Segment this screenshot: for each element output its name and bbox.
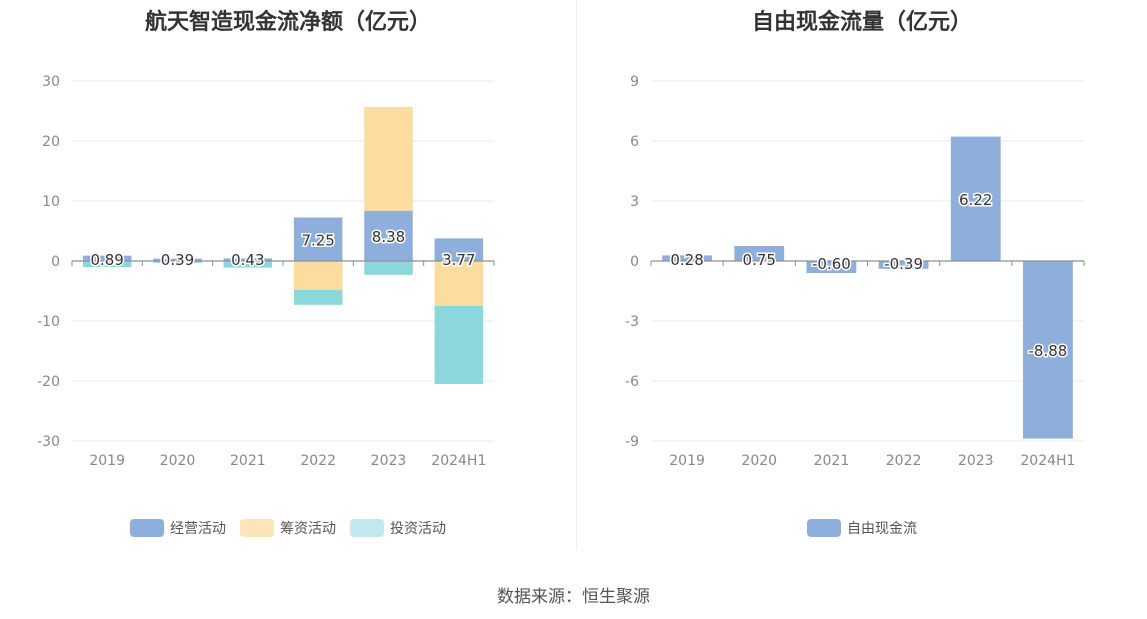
x-tick-label: 2021 xyxy=(814,453,850,469)
chart-legend: 经营活动 筹资活动 投资活动 xyxy=(0,518,576,538)
chart-title: 自由现金流量（亿元） xyxy=(751,10,972,35)
x-tick-label: 2023 xyxy=(371,453,407,469)
y-tick-label: -9 xyxy=(625,434,639,450)
cash-flow-chart-panel: 航天智造现金流净额（亿元） 30 20 10 0 -10 -20 -30 2019 2020 20… xyxy=(0,0,576,560)
free-cash-flow-chart: 9 6 3 0 -3 -6 -9 2019 2020 2021 2022 2023 2024H1 0.28… xyxy=(625,74,1085,469)
legend-label: 筹资活动 xyxy=(280,521,336,537)
legend-label: 经营活动 xyxy=(170,521,226,537)
bar xyxy=(153,258,202,261)
chart-title: 航天智造现金流净额（亿元） xyxy=(144,10,431,35)
bar xyxy=(662,255,712,261)
bar xyxy=(364,261,413,275)
x-tick-label: 2023 xyxy=(958,453,994,469)
bar xyxy=(293,217,343,261)
legend-swatch xyxy=(130,519,164,537)
bar xyxy=(293,261,343,290)
x-tick-label: 2019 xyxy=(669,453,705,469)
y-tick-label: -6 xyxy=(625,374,639,390)
bar xyxy=(223,261,273,268)
legend-label: 自由现金流 xyxy=(847,521,917,537)
data-label: 8.38 xyxy=(372,228,405,246)
data-label: -0.60 xyxy=(812,255,851,273)
y-tick-label: 9 xyxy=(630,74,639,90)
y-tick-label: 0 xyxy=(630,254,639,270)
data-label: 7.25 xyxy=(301,231,334,249)
x-tick-label: 2024H1 xyxy=(431,453,486,469)
free-cash-flow-chart-panel: 自由现金流量（亿元） 9 6 3 0 -3 -6 -9 2019 2020 2021 2022 202… xyxy=(577,0,1147,560)
bar xyxy=(153,261,202,263)
data-label: 0.28 xyxy=(670,251,703,269)
legend-label: 投资活动 xyxy=(390,521,446,537)
bar xyxy=(293,289,343,305)
bar xyxy=(878,261,929,269)
y-tick-label: -20 xyxy=(37,374,60,390)
data-label: -0.39 xyxy=(884,255,923,273)
x-tick-label: 2022 xyxy=(300,453,336,469)
y-tick-label: 20 xyxy=(42,134,60,150)
data-source: 数据来源：恒生聚源 xyxy=(497,587,650,607)
y-tick-label: -10 xyxy=(37,314,60,330)
panel-divider xyxy=(576,0,577,550)
x-tick-label: 2020 xyxy=(160,453,196,469)
x-tick-label: 2021 xyxy=(230,453,266,469)
data-label: 6.22 xyxy=(959,191,992,209)
y-tick-label: 3 xyxy=(630,194,639,210)
y-tick-label: 0 xyxy=(51,254,60,270)
x-tick-label: 2020 xyxy=(741,453,777,469)
data-label: -8.88 xyxy=(1029,342,1068,360)
bar xyxy=(82,261,132,267)
bar xyxy=(806,261,857,273)
bar xyxy=(223,258,273,261)
bar xyxy=(734,246,785,261)
x-tick-label: 2024H1 xyxy=(1020,453,1075,469)
bar xyxy=(364,210,413,261)
bar xyxy=(434,261,484,306)
legend-item[interactable]: 自由现金流 xyxy=(807,518,917,538)
bar xyxy=(364,106,413,211)
data-label: 0.39 xyxy=(161,251,194,269)
legend-swatch xyxy=(240,519,274,537)
cash-flow-chart: 30 20 10 0 -10 -20 -30 2019 2020 2021 2022 2023 2024… xyxy=(37,74,495,469)
y-tick-label: 30 xyxy=(42,74,60,90)
legend-item[interactable]: 经营活动 xyxy=(130,518,226,538)
y-tick-label: -3 xyxy=(625,314,639,330)
legend-item[interactable]: 投资活动 xyxy=(350,518,446,538)
y-tick-label: 6 xyxy=(630,134,639,150)
x-tick-label: 2022 xyxy=(886,453,922,469)
bar xyxy=(950,136,1001,261)
data-label: 0.89 xyxy=(90,251,123,269)
chart-legend: 自由现金流 xyxy=(577,518,1147,538)
legend-swatch xyxy=(807,519,841,537)
bar xyxy=(82,255,132,261)
data-label: 0.75 xyxy=(743,251,776,269)
bar xyxy=(1023,261,1073,439)
y-tick-label: -30 xyxy=(37,434,60,450)
data-label: 0.43 xyxy=(231,251,264,269)
data-label: 3.77 xyxy=(442,251,475,269)
y-tick-label: 10 xyxy=(42,194,60,210)
bar xyxy=(434,238,484,261)
legend-swatch xyxy=(350,519,384,537)
x-tick-label: 2019 xyxy=(89,453,125,469)
legend-item[interactable]: 筹资活动 xyxy=(240,518,336,538)
bar xyxy=(434,306,484,384)
